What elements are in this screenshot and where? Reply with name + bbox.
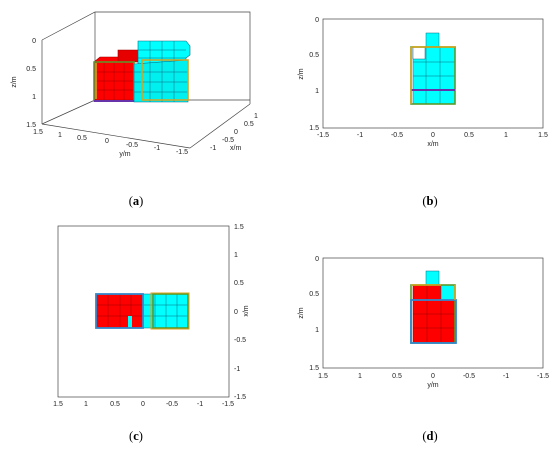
panel-b: 0 0.5 1 1.5 z/m -1.5 -1 -0.5 0 0.5 1 1.5… [298,17,548,208]
panel-c-right-tick: 1.5 [234,224,244,231]
panel-a-y-tick: 1.5 [33,129,43,136]
panel-b-x-tick: 1 [504,132,508,139]
panel-d-blocks [410,270,457,344]
panel-d-z-tick: 1.5 [309,365,319,372]
panel-a: 0 0.5 1 1.5 z/m 1.5 1 0.5 0 -0.5 -1 -1.5… [11,11,258,208]
panel-d-y-tick: 1.5 [318,373,328,380]
panel-c-right-tick: -1.5 [234,394,246,401]
panel-c-bottom-ticks: 1.5 1 0.5 0 -0.5 -1 -1.5 [53,401,234,408]
panel-c-right-tick: 0.5 [234,280,244,287]
panel-a-y-tick: 1 [58,132,62,139]
panel-c-bottom-tick: -1.5 [222,401,234,408]
panel-c-blocks [95,292,190,330]
panel-d-y-tick: -1.5 [537,373,549,380]
panel-c-bottom-tick: 0 [141,401,145,408]
panel-c-right-tick: 1 [234,252,238,259]
panel-d-z-ticks: 0 0.5 1 1.5 [309,256,319,372]
panel-b-x-tick: -1 [357,132,363,139]
panel-d-caption: (d) [422,429,437,443]
panel-d-y-tick: -0.5 [463,373,475,380]
panel-a-x-tick: 0.5 [244,121,254,128]
panel-b-x-tick: -1.5 [317,132,329,139]
panel-d-z-axis-label: z/m [298,307,305,318]
panel-a-y-ticks: 1.5 1 0.5 0 -0.5 -1 -1.5 [33,129,188,156]
panel-c-caption: (c) [129,429,143,443]
panel-a-z-ticks: 0 0.5 1 1.5 [26,38,36,129]
panel-a-z-tick: 1.5 [26,122,36,129]
panel-b-caption: (b) [422,194,437,208]
panel-b-x-tick: 0.5 [464,132,474,139]
panel-a-y-axis-label: y/m [119,151,130,158]
panel-a-x-tick: 1 [254,113,258,120]
panel-c: 1.5 1 0.5 0 -0.5 -1 -1.5 x/m 1.5 1 0.5 0… [53,224,250,443]
panel-a-y-tick: -1 [154,145,160,152]
panel-a-y-tick: 0.5 [77,135,87,142]
panel-b-x-tick: 1.5 [538,132,548,139]
panel-d-y-tick: 1 [358,373,362,380]
panel-b-blocks [410,32,456,105]
panel-b-z-tick: 0 [315,17,319,24]
panel-b-z-axis-label: z/m [298,68,305,79]
panel-c-x-axis-label: x/m [243,305,250,316]
panel-d-y-ticks: 1.5 1 0.5 0 -0.5 -1 -1.5 [318,373,549,380]
panel-b-z-tick: 1.5 [309,125,319,132]
panel-c-bottom-tick: -1 [197,401,203,408]
panel-d-z-tick: 1 [315,327,319,334]
panel-c-right-tick: 0 [234,309,238,316]
panel-c-bottom-tick: -0.5 [166,401,178,408]
panel-c-bottom-tick: 1.5 [53,401,63,408]
panel-d-y-tick: 0.5 [392,373,402,380]
panel-b-z-tick: 1 [315,88,319,95]
panel-d-y-tick: 0 [431,373,435,380]
panel-b-x-tick: -0.5 [391,132,403,139]
panel-a-x-tick: 0 [234,129,238,136]
panel-a-z-axis-label: z/m [11,76,18,87]
panel-c-bottom-tick: 1 [84,401,88,408]
panel-c-right-tick: -0.5 [234,337,246,344]
panel-d-z-tick: 0 [315,256,319,263]
panel-b-x-tick: 0 [431,132,435,139]
panel-d: 0 0.5 1 1.5 z/m 1.5 1 0.5 0 -0.5 -1 -1.5… [298,256,549,443]
panel-c-right-ticks: 1.5 1 0.5 0 -0.5 -1 -1.5 [234,224,246,401]
panel-c-bottom-tick: 0.5 [110,401,120,408]
panel-b-z-tick: 0.5 [309,52,319,59]
panel-a-y-tick: 0 [105,138,109,145]
panel-a-cyan-block [133,40,191,103]
panel-b-z-ticks: 0 0.5 1 1.5 [309,17,319,132]
panel-b-x-ticks: -1.5 -1 -0.5 0 0.5 1 1.5 [317,132,548,139]
panel-a-x-tick: -0.5 [222,137,234,144]
panel-b-x-axis-label: x/m [427,141,438,148]
panel-a-x-axis-label: x/m [230,145,241,152]
panel-c-right-tick: -1 [234,366,240,373]
panel-d-y-tick: -1 [503,373,509,380]
panel-d-z-tick: 0.5 [309,291,319,298]
panel-a-z-tick: 0.5 [26,66,36,73]
panel-a-caption: (a) [129,194,144,208]
panel-d-y-axis-label: y/m [427,382,438,389]
panel-a-y-tick: -0.5 [126,142,138,149]
panel-a-z-tick: 0 [32,38,36,45]
panel-a-x-ticks: 1 0.5 0 -0.5 -1 [210,113,258,152]
panel-a-z-tick: 1 [32,94,36,101]
panel-a-y-tick: -1.5 [176,149,188,156]
panel-a-x-tick: -1 [210,145,216,152]
